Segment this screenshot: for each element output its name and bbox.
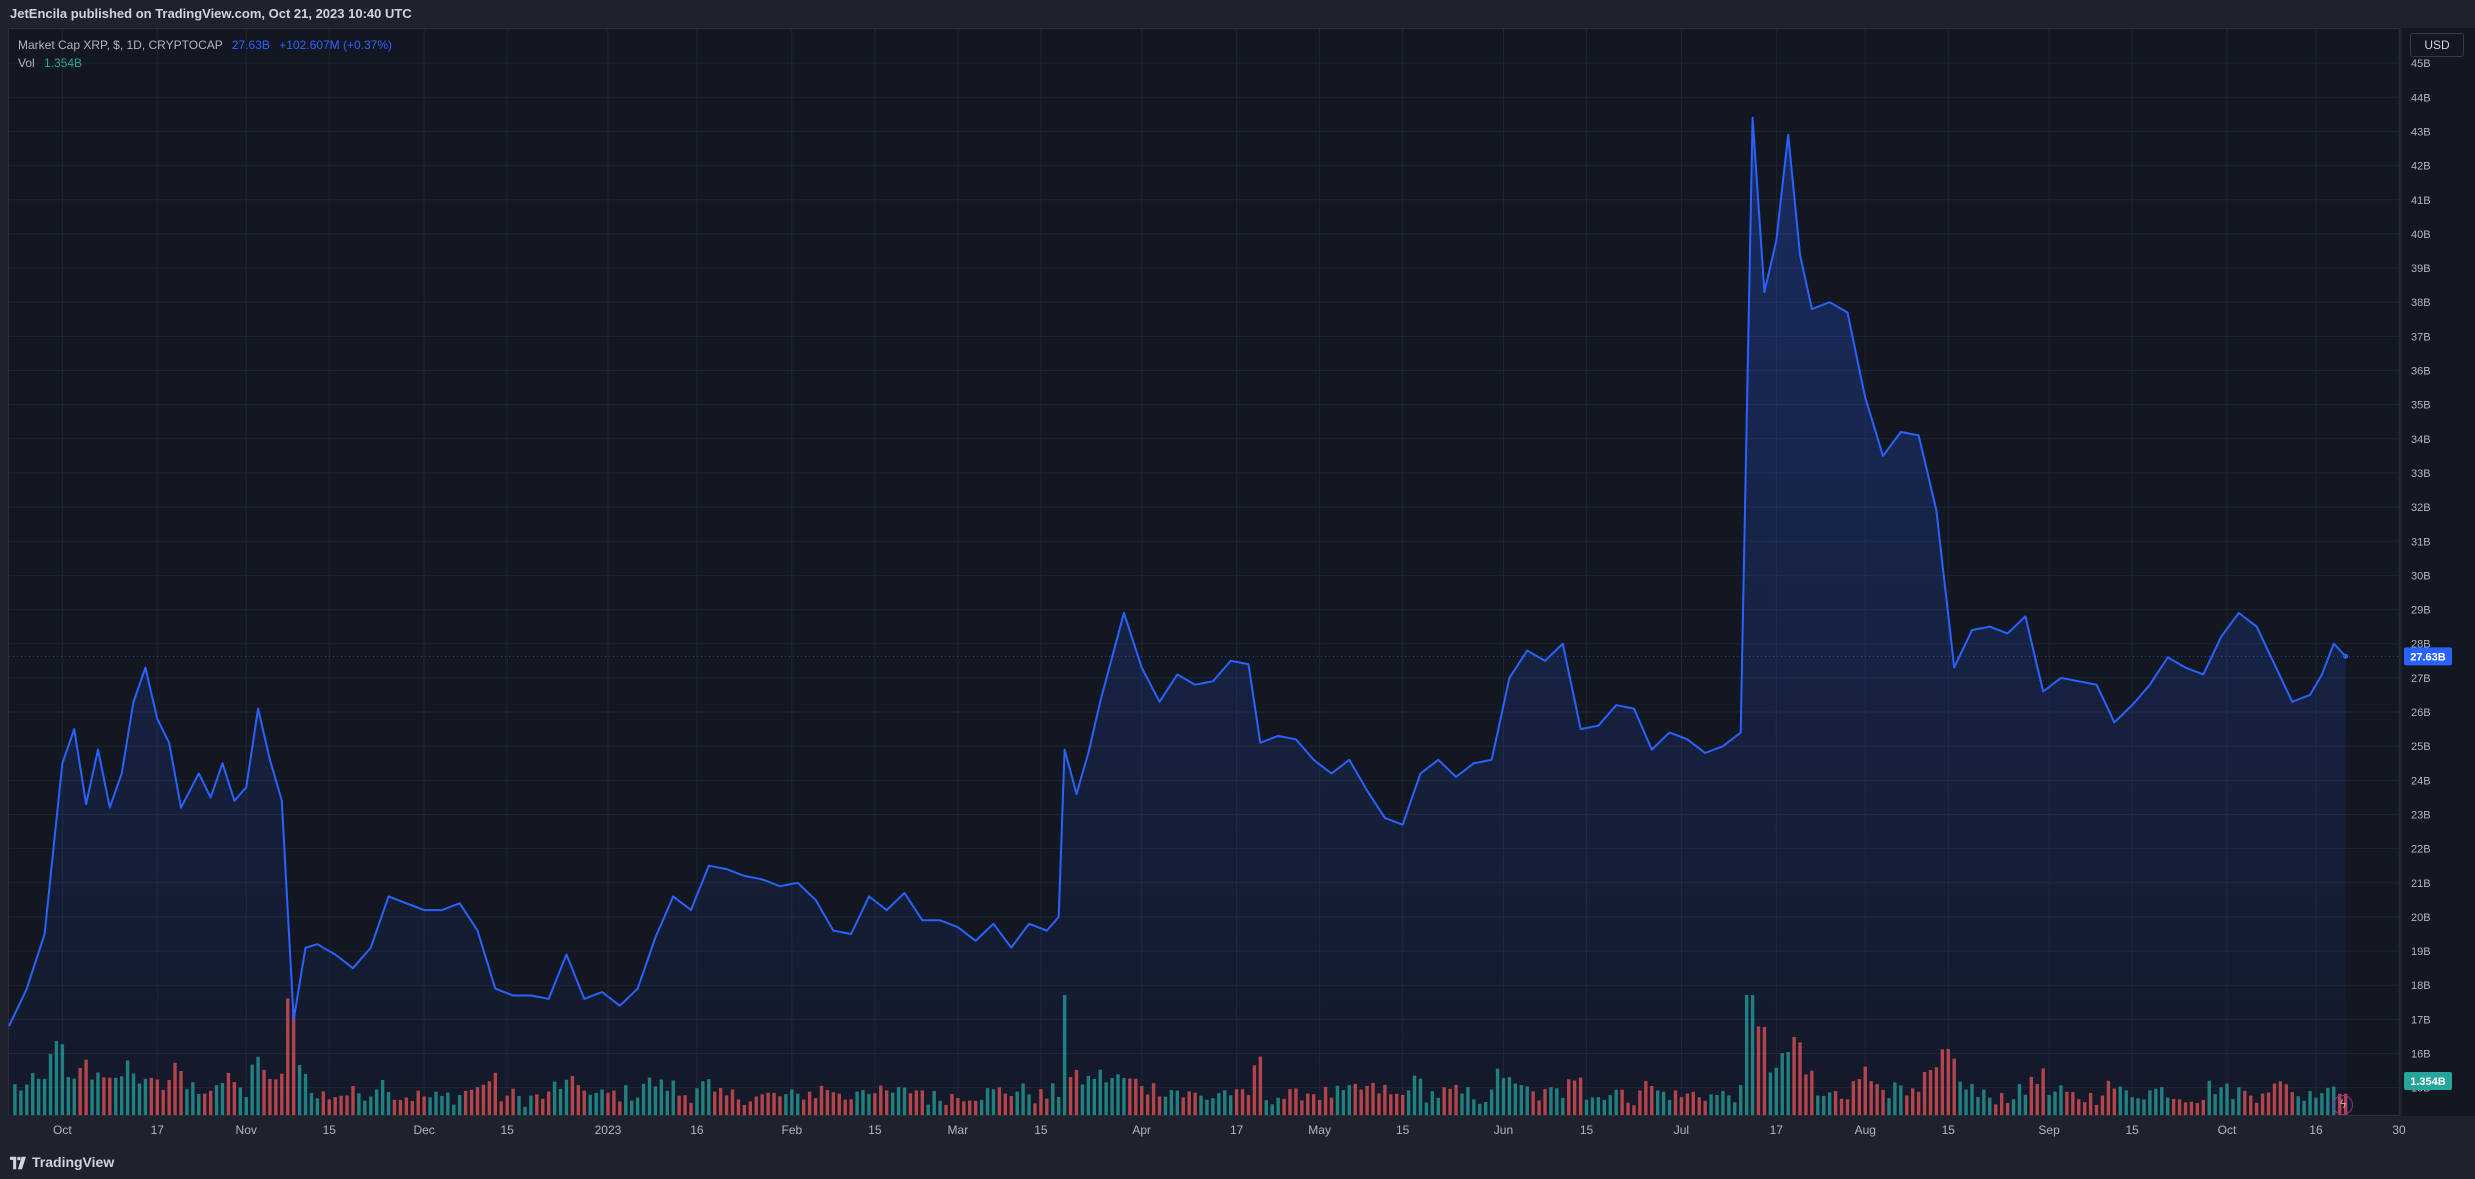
y-tick-label: 24B (2411, 775, 2431, 787)
x-tick-label: 15 (1396, 1123, 1410, 1137)
y-tick-label: 16B (2411, 1049, 2431, 1061)
series-line (8, 116, 2347, 1027)
x-tick-label: Apr (1132, 1123, 1151, 1137)
x-tick-label: 15 (323, 1123, 337, 1137)
x-tick-label: Mar (948, 1123, 969, 1137)
y-tick-label: 21B (2411, 878, 2431, 890)
top-bar: JetEncila published on TradingView.com, … (0, 0, 2475, 28)
x-tick-label: Dec (413, 1123, 434, 1137)
legend-volume-value: 1.354B (44, 56, 83, 70)
y-tick-label: 17B (2411, 1014, 2431, 1026)
x-tick-label: 17 (1230, 1123, 1244, 1137)
x-tick-label: 17 (1770, 1123, 1784, 1137)
x-tick-label: Jun (1494, 1123, 1513, 1137)
footer-brand[interactable]: TradingView (32, 1154, 115, 1170)
y-tick-label: 39B (2411, 263, 2431, 275)
y-tick-label: 41B (2411, 195, 2431, 207)
x-tick-label: 17 (151, 1123, 165, 1137)
y-tick-label: 22B (2411, 844, 2431, 856)
last-price-badge (2404, 647, 2452, 666)
y-tick-label: 34B (2411, 434, 2431, 446)
x-tick-label: Oct (53, 1123, 72, 1137)
y-tick-label: 33B (2411, 468, 2431, 480)
y-tick-label: 35B (2411, 400, 2431, 412)
legend-main-row[interactable]: Market Cap XRP, $, 1D, CRYPTOCAP 27.63B … (18, 36, 392, 54)
y-tick-label: 18B (2411, 980, 2431, 992)
x-tick-label: 15 (868, 1123, 882, 1137)
y-tick-label: 42B (2411, 161, 2431, 173)
y-tick-label: 44B (2411, 92, 2431, 104)
legend-volume-row[interactable]: Vol 1.354B (18, 54, 392, 72)
volume-badge (2404, 1072, 2452, 1090)
price-axis[interactable] (2402, 28, 2475, 1116)
x-tick-label: 16 (2309, 1123, 2323, 1137)
x-tick-label: Sep (2038, 1123, 2060, 1137)
x-tick-label: 15 (1942, 1123, 1956, 1137)
legend-volume-label: Vol (18, 56, 35, 70)
legend-last-value: 27.63B (231, 38, 270, 52)
footer (0, 1150, 2475, 1179)
y-tick-label: 26B (2411, 707, 2431, 719)
y-tick-label: 20B (2411, 912, 2431, 924)
y-tick-label: 19B (2411, 946, 2431, 958)
x-tick-label: 15 (1034, 1123, 1048, 1137)
chart-legend: Market Cap XRP, $, 1D, CRYPTOCAP 27.63B … (18, 36, 392, 72)
y-tick-label: 25B (2411, 741, 2431, 753)
volume-badge-label: 1.354B (2410, 1076, 2446, 1088)
x-tick-label: Nov (236, 1123, 257, 1137)
last-price-label: 27.63B (2410, 651, 2446, 663)
y-tick-label: 38B (2411, 297, 2431, 309)
y-tick-label: 45B (2411, 58, 2431, 70)
x-tick-label: Aug (1855, 1123, 1876, 1137)
legend-change: +102.607M (+0.37%) (279, 38, 393, 52)
x-tick-label: 2023 (595, 1123, 622, 1137)
x-tick-label: 16 (690, 1123, 704, 1137)
last-point-marker (2343, 653, 2349, 659)
currency-button[interactable]: USD (2410, 33, 2464, 57)
y-tick-label: 37B (2411, 331, 2431, 343)
y-tick-label: 31B (2411, 536, 2431, 548)
tradingview-logo-icon[interactable] (10, 1156, 26, 1170)
x-tick-label: Oct (2218, 1123, 2237, 1137)
y-tick-label: 40B (2411, 229, 2431, 241)
y-tick-label: 36B (2411, 366, 2431, 378)
legend-symbol: Market Cap XRP, $, 1D, CRYPTOCAP (18, 38, 223, 52)
x-tick-label: Jul (1674, 1123, 1689, 1137)
y-tick-label: 32B (2411, 502, 2431, 514)
y-tick-label: 29B (2411, 605, 2431, 617)
area-fill (9, 117, 2346, 1116)
y-tick-label: 23B (2411, 809, 2431, 821)
lightning-icon[interactable]: ϟ (2333, 1095, 2353, 1115)
x-tick-label: 15 (2125, 1123, 2139, 1137)
x-tick-label: May (1308, 1123, 1331, 1137)
y-tick-label: 30B (2411, 570, 2431, 582)
x-tick-label: 15 (500, 1123, 514, 1137)
y-tick-label: 27B (2411, 673, 2431, 685)
x-tick-label: 15 (1580, 1123, 1594, 1137)
published-info: JetEncila published on TradingView.com, … (10, 6, 412, 21)
x-tick-label: 30 (2392, 1123, 2406, 1137)
x-tick-label: Feb (781, 1123, 802, 1137)
y-tick-label: 43B (2411, 126, 2431, 138)
